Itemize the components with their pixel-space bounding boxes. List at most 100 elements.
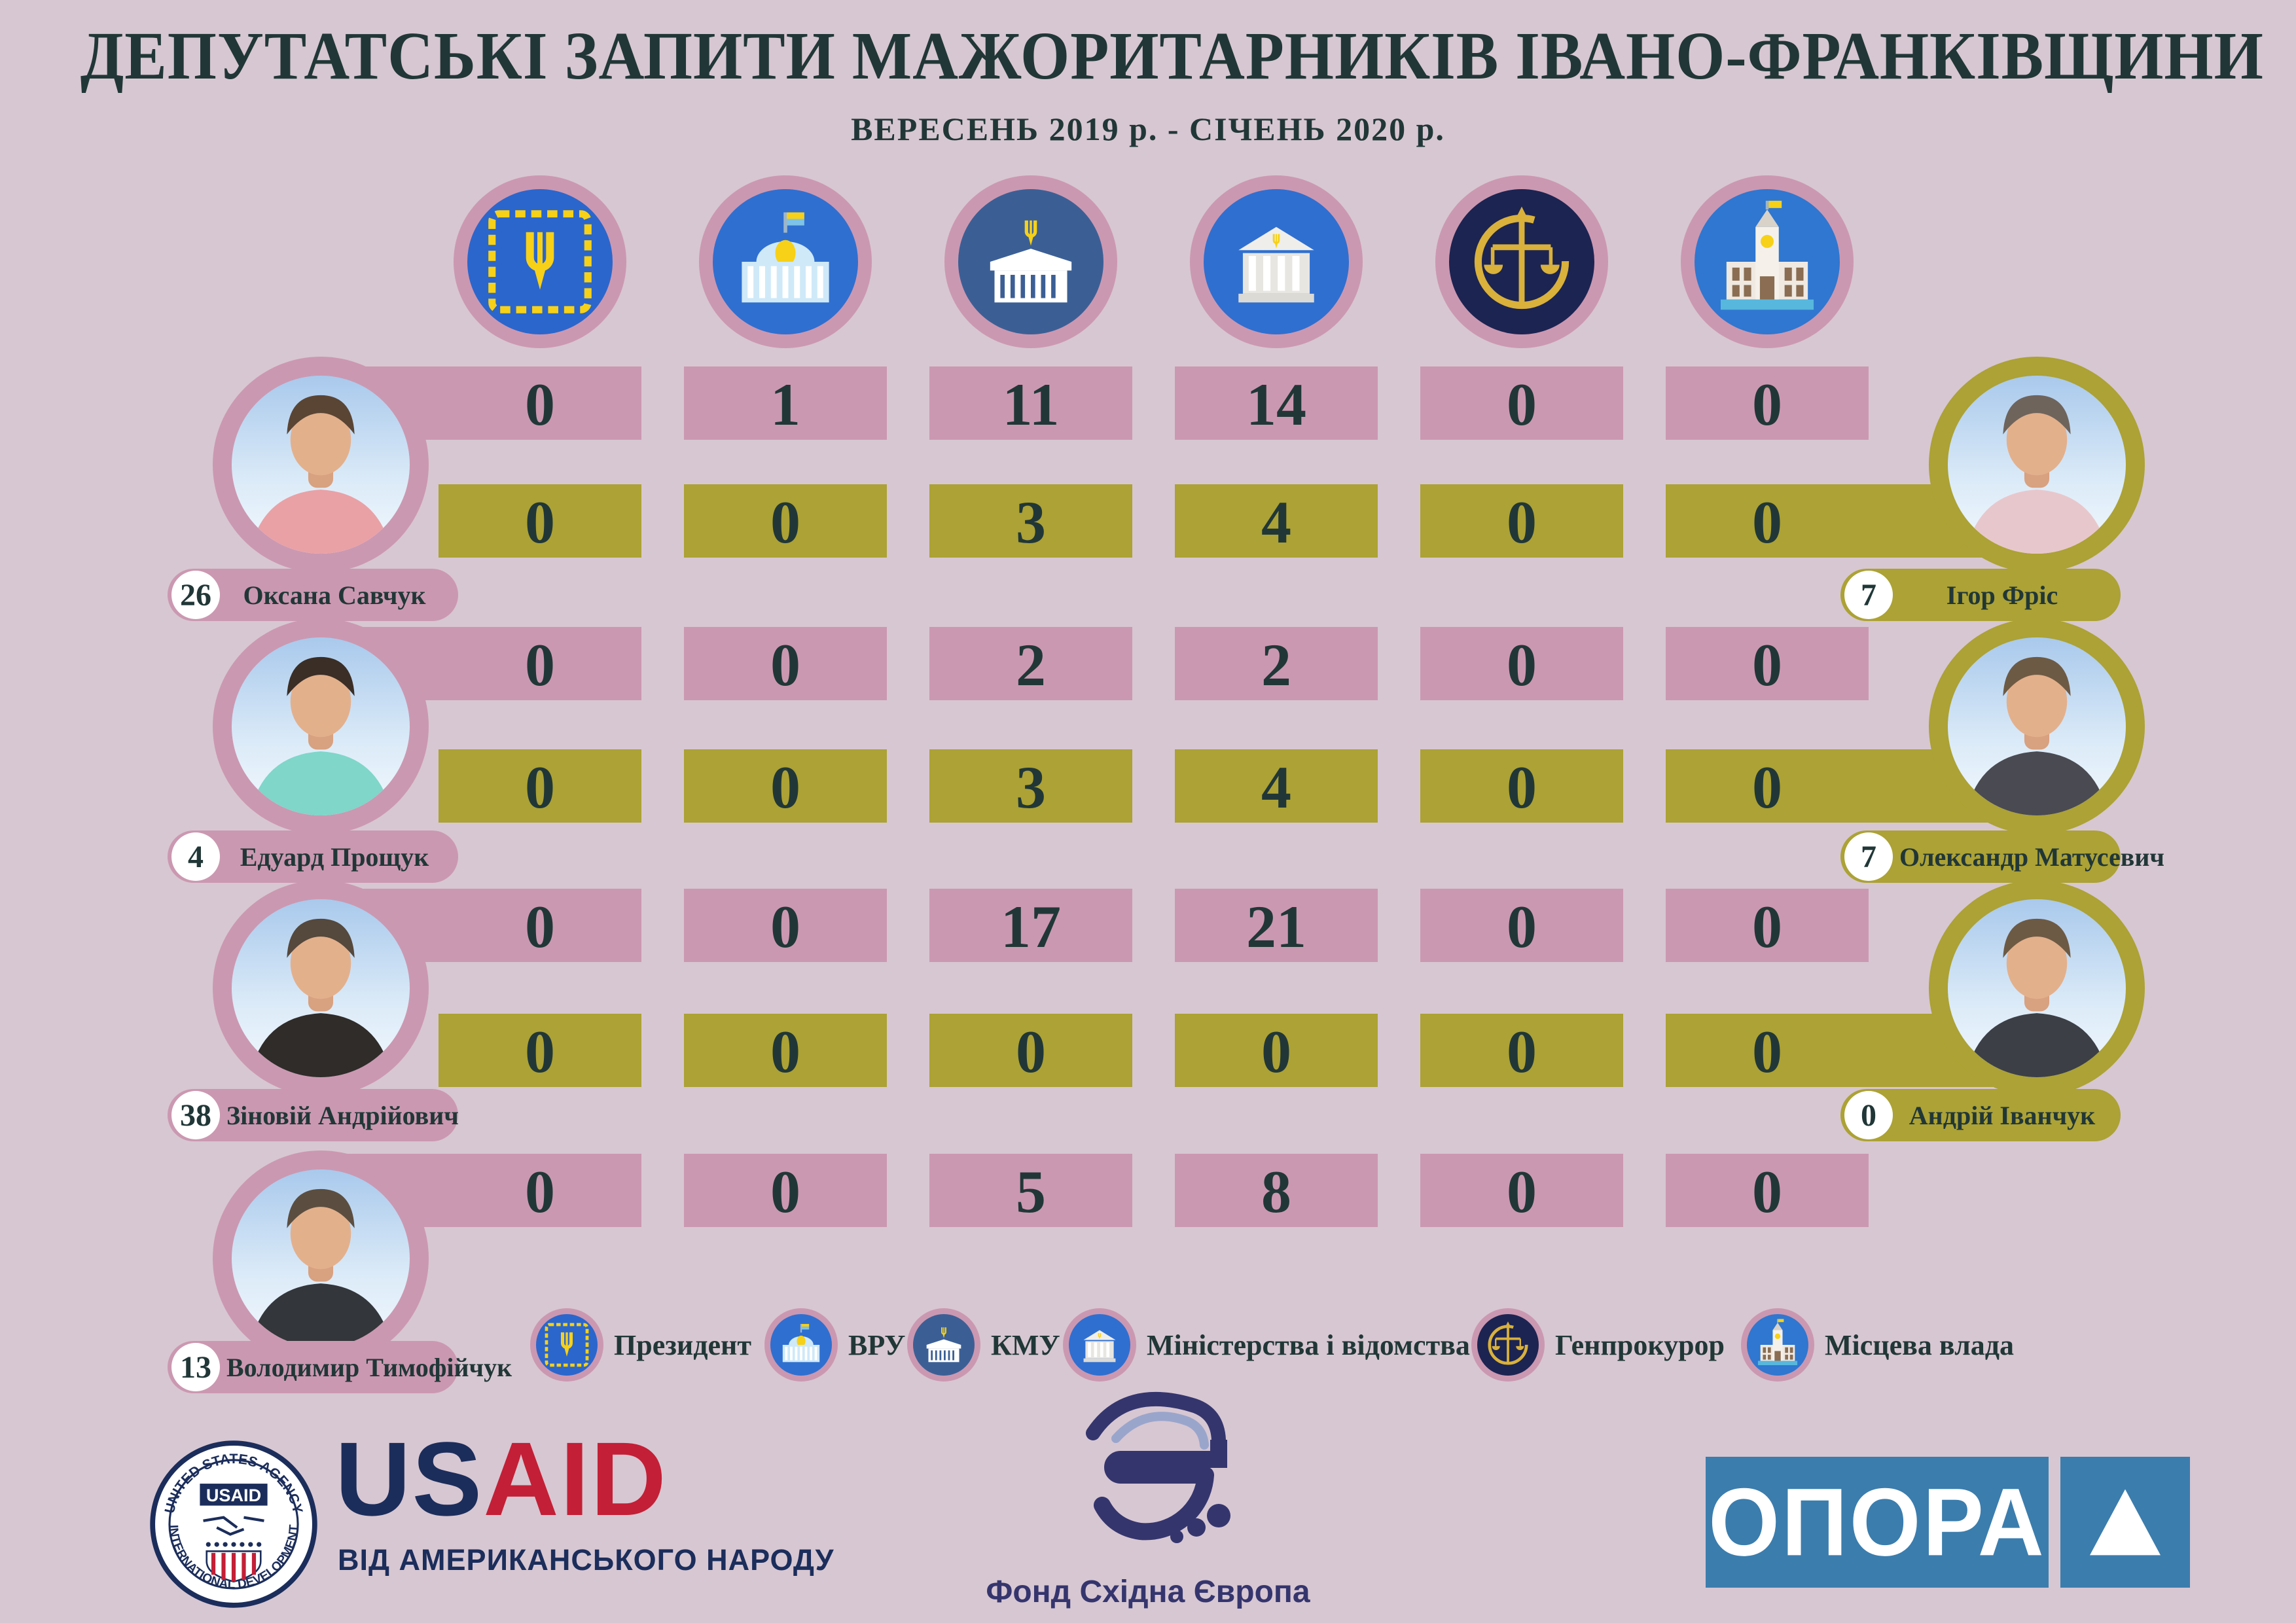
deputy-label-andriiovych: 38 Зіновій Андрійович (168, 1089, 459, 1141)
value-cell: 2 (1175, 627, 1378, 700)
deputy-total-badge: 7 (1844, 571, 1893, 619)
deputy-photo-andriiovych (213, 880, 429, 1096)
values-row-matusevych: 0 0 3 4 0 0 (0, 749, 2296, 823)
value-cell: 8 (1175, 1154, 1378, 1227)
seal-shield-stripes (211, 1552, 257, 1582)
value-cell: 2 (929, 627, 1132, 700)
value-cell: 1 (684, 366, 887, 440)
deputy-name: Зіновій Андрійович (226, 1100, 459, 1130)
deputy-name: Андрій Іванчук (1909, 1100, 2096, 1130)
parliament-building-icon (764, 1308, 838, 1382)
value-cell: 3 (929, 749, 1132, 823)
legend-item-prosecutor: Генпрокурор (1471, 1308, 1725, 1382)
value-cell: 0 (439, 366, 641, 440)
value-cell: 4 (1175, 484, 1378, 558)
value-cell: 11 (929, 366, 1132, 440)
value-cell: 0 (929, 1014, 1132, 1087)
deputy-photo-proshchuk (213, 618, 429, 834)
opora-logo-text: ОПОРА (1708, 1468, 2046, 1576)
value-cell: 0 (439, 484, 641, 558)
person-photo-placeholder (232, 637, 410, 815)
value-cell: 0 (439, 1154, 641, 1227)
usaid-wordmark-aid: AID (483, 1420, 668, 1537)
value-cell: 0 (439, 889, 641, 962)
value-cell: 0 (684, 889, 887, 962)
deputy-name: Олександр Матусевич (1899, 842, 2164, 872)
east-europe-foundation-logo (1086, 1391, 1230, 1543)
legend-item-kmu: КМУ (907, 1308, 1060, 1382)
deputy-name: Володимир Тимофійчук (226, 1352, 512, 1382)
deputy-label-proshchuk: 4 Едуард Прощук (168, 830, 458, 883)
triangle-icon (2090, 1489, 2161, 1556)
person-photo-placeholder (1948, 899, 2126, 1077)
deputy-label-fris: 7 Ігор Фріс (1840, 569, 2121, 621)
deputy-photo-savchuk (213, 357, 429, 573)
deputy-name: Оксана Савчук (243, 580, 426, 610)
legend-label: Місцева влада (1825, 1329, 2015, 1361)
legend-item-president: Президент (530, 1308, 751, 1382)
column-icon-ministries (1190, 175, 1363, 348)
value-cell: 0 (1666, 627, 1869, 700)
values-row-ivanchuk: 0 0 0 0 0 0 (0, 1014, 2296, 1087)
value-cell: 4 (1175, 749, 1378, 823)
value-cell: 14 (1175, 366, 1378, 440)
usaid-tagline: ВІД АМЕРИКАНСЬКОГО НАРОДУ (338, 1543, 834, 1577)
cabinet-building-icon (958, 189, 1103, 334)
column-icon-local (1681, 175, 1854, 348)
column-icon-kmu (944, 175, 1117, 348)
deputy-total-badge: 26 (171, 571, 220, 619)
person-photo-placeholder (232, 1169, 410, 1347)
values-row-savchuk: 0 1 11 14 0 0 (0, 366, 2296, 440)
legend-label: Генпрокурор (1555, 1329, 1725, 1361)
deputy-photo-matusevych (1929, 618, 2145, 834)
column-icon-prosecutor (1435, 175, 1608, 348)
value-cell: 0 (684, 627, 887, 700)
value-cell: 3 (929, 484, 1132, 558)
deputy-label-ivanchuk: 0 Андрій Іванчук (1840, 1089, 2121, 1141)
value-cell: 0 (684, 1154, 887, 1227)
values-row-tymofiichuk: 0 0 5 8 0 0 (0, 1154, 2296, 1227)
seal-center-text: USAID (206, 1485, 261, 1505)
page-title: ДЕПУТАТСЬКІ ЗАПИТИ МАЖОРИТАРНИКІВ ІВАНО-… (80, 18, 2264, 94)
legend-item-ministries: Міністерства і відомства (1063, 1308, 1470, 1382)
parliament-building-icon (713, 189, 858, 334)
deputy-name: Ігор Фріс (1946, 580, 2058, 610)
value-cell: 0 (1420, 366, 1623, 440)
value-cell: 0 (1420, 749, 1623, 823)
opora-logo: ОПОРА (1706, 1457, 2049, 1588)
president-standard-icon (467, 189, 613, 334)
seal-stars (206, 1542, 262, 1547)
value-cell: 0 (439, 749, 641, 823)
value-cell: 0 (1666, 366, 1869, 440)
handshake-icon (203, 1516, 264, 1536)
deputy-name: Едуард Прощук (240, 842, 429, 872)
value-cell: 0 (1666, 1014, 1869, 1087)
value-cell: 0 (1666, 889, 1869, 962)
column-icon-president (454, 175, 626, 348)
city-hall-icon (1695, 189, 1840, 334)
value-cell: 0 (439, 627, 641, 700)
deputy-total-badge: 0 (1844, 1091, 1893, 1139)
deputy-total-badge: 13 (171, 1343, 220, 1391)
deputy-photo-fris (1929, 357, 2145, 573)
value-cell: 0 (1420, 889, 1623, 962)
deputy-label-tymofiichuk: 13 Володимир Тимофійчук (168, 1341, 512, 1393)
person-photo-placeholder (1948, 637, 2126, 815)
cabinet-building-icon (907, 1308, 980, 1382)
ministry-building-icon (1063, 1308, 1136, 1382)
value-cell: 5 (929, 1154, 1132, 1227)
value-cell: 0 (1420, 1014, 1623, 1087)
value-cell: 0 (684, 749, 887, 823)
deputy-total-badge: 38 (171, 1091, 220, 1139)
value-cell: 0 (1420, 627, 1623, 700)
deputy-label-savchuk: 26 Оксана Савчук (168, 569, 458, 621)
value-cell: 0 (439, 1014, 641, 1087)
values-row-fris: 0 0 3 4 0 0 (0, 484, 2296, 558)
value-cell: 0 (1420, 484, 1623, 558)
prosecutor-emblem-icon (1449, 189, 1594, 334)
deputy-photo-tymofiichuk (213, 1150, 429, 1366)
value-cell: 0 (684, 1014, 887, 1087)
person-photo-placeholder (232, 376, 410, 554)
legend-item-vru: ВРУ (764, 1308, 905, 1382)
